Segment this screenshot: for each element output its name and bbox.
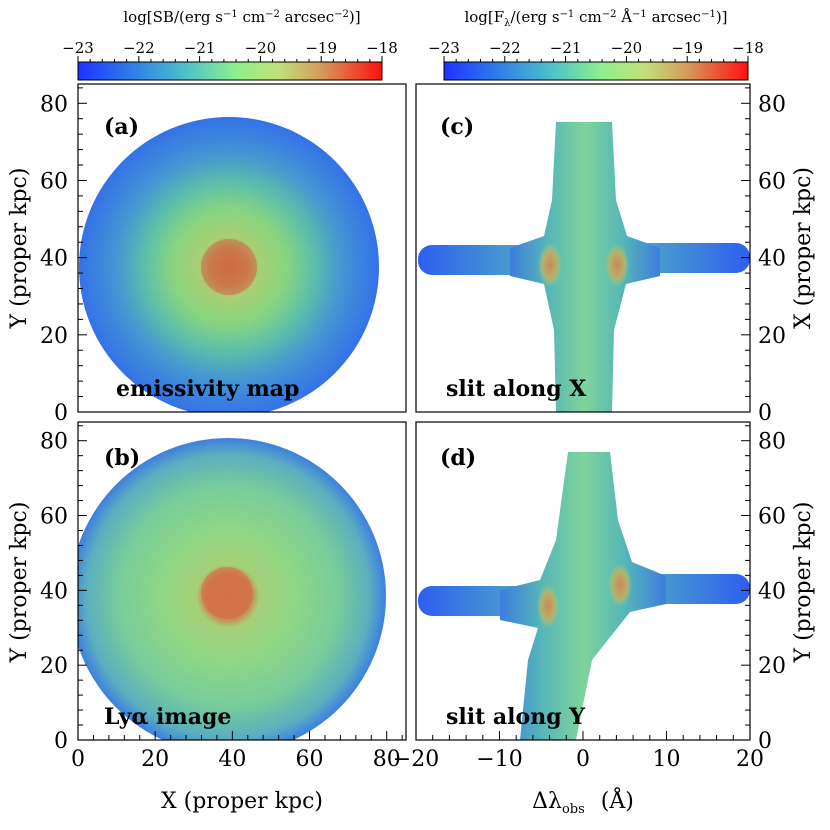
right-axis-top-tick-label: 40 — [758, 247, 786, 272]
panel-c-blob-right — [605, 243, 629, 287]
panel-b-caption: Lyα image — [104, 704, 231, 730]
panel-c-tag: (c) — [440, 114, 474, 140]
left-axis-bottom-tick-label: 80 — [40, 430, 68, 455]
left-axis-top-tick-label: 0 — [54, 401, 68, 426]
right-axis-top-tick-label: 80 — [758, 92, 786, 117]
colorbar-sb-tick-label: −19 — [305, 39, 337, 57]
panel-b-core — [201, 567, 253, 619]
panel-d-caption: slit along Y — [446, 704, 585, 730]
panel-c: (c) slit along X — [415, 83, 751, 413]
colorbar-sb-tick-label: −21 — [184, 39, 216, 57]
left-axis-bottom-tick-label: 60 — [40, 505, 68, 530]
left-axis-top-tick-label: 20 — [40, 324, 68, 349]
colorbar-sb-tick-label: −23 — [62, 39, 94, 57]
colorbar-flux-tick-label: −20 — [611, 39, 643, 57]
bottom-left-axis-tick-label: 60 — [296, 747, 324, 772]
y-axis-title-bottom: Y (proper kpc) — [7, 502, 32, 664]
right-axis-top-tick-label: 20 — [758, 324, 786, 349]
right-axis-title-bottom: Y (proper kpc) — [791, 502, 816, 664]
left-axis-top-tick-label: 40 — [40, 247, 68, 272]
panel-a-tag: (a) — [104, 114, 139, 140]
panel-b: (b) Lyα image — [77, 421, 407, 741]
colorbar-flux-tick-label: −19 — [671, 39, 703, 57]
bottom-right-axis-tick-label: 20 — [736, 747, 764, 772]
panel-d-blob-left — [537, 584, 559, 628]
panel-a-caption: emissivity map — [116, 376, 299, 402]
panel-c-cross — [510, 122, 660, 412]
left-axis-top-tick-label: 60 — [40, 169, 68, 194]
colorbar-flux-tick-label: −21 — [550, 39, 582, 57]
bottom-left-axis-tick-label: 80 — [373, 747, 401, 772]
colorbar-sb: log[SB/(erg s−1 cm−2 arcsec−2)] −23 −22 −2… — [62, 8, 398, 81]
right-axis-top-tick-label: 60 — [758, 169, 786, 194]
colorbar-flux: log[Fλ/(erg s−1 cm−2 Å−1 arcsec−1)] −23 −… — [428, 8, 764, 81]
right-axis-top-tick-label: 0 — [758, 401, 772, 426]
panel-d-blob-right — [608, 563, 632, 607]
x-axis-title-left: X (proper kpc) — [161, 789, 323, 814]
bottom-right-axis-tick-label: 10 — [653, 747, 681, 772]
right-axis-bottom-tick-label: 80 — [758, 430, 786, 455]
right-axis-title-top: X (proper kpc) — [791, 167, 816, 329]
bottom-left-axis-tick-label: 0 — [71, 747, 85, 772]
colorbar-flux-tick-label: −18 — [732, 39, 764, 57]
y-axis-title-top: Y (proper kpc) — [7, 168, 32, 330]
panel-a-core — [201, 239, 257, 295]
colorbar-flux-tick-label: −22 — [489, 39, 521, 57]
bottom-left-axis-tick-label: 20 — [141, 747, 169, 772]
panel-d: (d) slit along Y — [415, 421, 751, 741]
colorbar-flux-tick-label: −23 — [428, 39, 460, 57]
left-axis-bottom-tick-label: 0 — [54, 729, 68, 754]
colorbar-flux-ramp — [443, 61, 749, 81]
bottom-right-axis-tick-label: −20 — [393, 747, 439, 772]
panel-c-caption: slit along X — [446, 376, 587, 402]
bottom-left-axis-tick-label: 40 — [218, 747, 246, 772]
left-axis-top-tick-label: 80 — [40, 92, 68, 117]
colorbar-sb-ramp — [77, 61, 383, 81]
right-axis-bottom-tick-label: 20 — [758, 654, 786, 679]
left-axis-bottom-tick-label: 20 — [40, 654, 68, 679]
left-axis-bottom-tick-label: 40 — [40, 579, 68, 604]
bottom-right-axis-tick-label: −10 — [476, 747, 522, 772]
colorbar-sb-tick-label: −22 — [123, 39, 155, 57]
panel-a: (a) emissivity map — [77, 83, 407, 413]
panel-c-blob-left — [538, 243, 562, 287]
colorbar-sb-label: log[SB/(erg s−1 cm−2 arcsec−2)] — [123, 8, 360, 26]
panel-d-tag: (d) — [440, 445, 476, 471]
panel-d-cross — [500, 452, 666, 740]
colorbar-sb-tick-label: −18 — [366, 39, 398, 57]
colorbar-flux-label: log[Fλ/(erg s−1 cm−2 Å−1 arcsec−1)] — [464, 8, 727, 29]
right-axis-bottom-tick-label: 60 — [758, 505, 786, 530]
colorbar-sb-tick-label: −20 — [245, 39, 277, 57]
x-axis-title-right: Δλobs (Å) — [532, 786, 634, 817]
right-axis-bottom-tick-label: 0 — [758, 729, 772, 754]
bottom-right-axis-tick-label: 0 — [576, 747, 590, 772]
panel-b-tag: (b) — [104, 445, 140, 471]
right-axis-bottom-tick-label: 40 — [758, 579, 786, 604]
